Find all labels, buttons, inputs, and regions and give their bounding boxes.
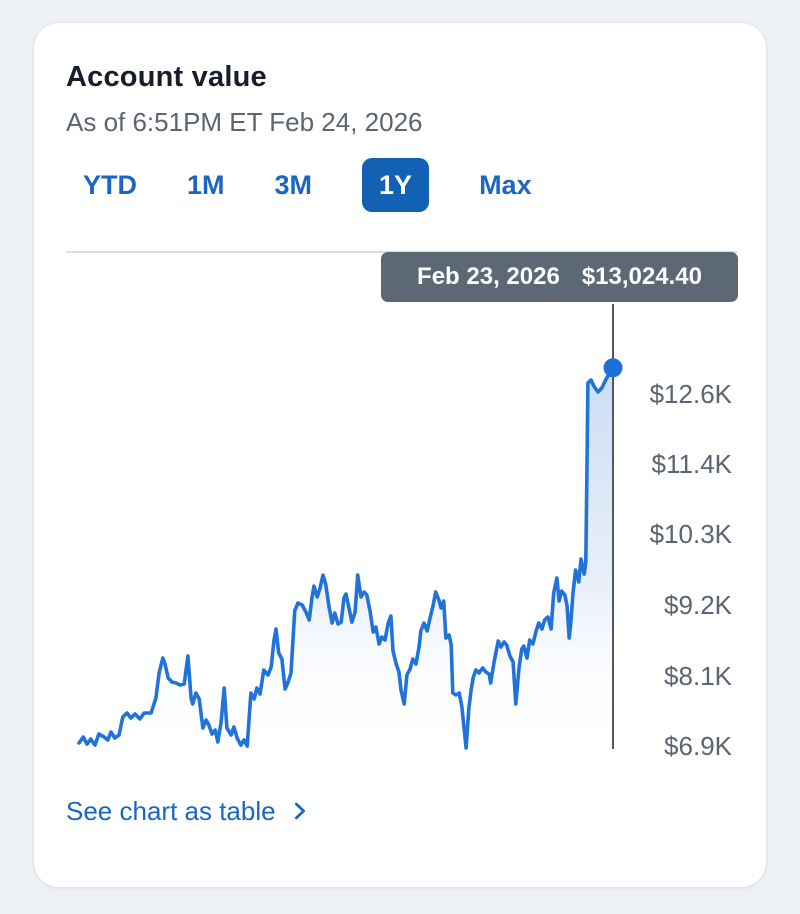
tab-ytd[interactable]: YTD — [83, 170, 137, 200]
y-axis-label-10-3k: $10.3K — [649, 519, 732, 549]
tab-1y[interactable]: 1Y — [362, 158, 430, 212]
y-axis-label-9-2k: $9.2K — [664, 590, 732, 620]
chart-tooltip: Feb 23, 2026 $13,024.40 — [381, 252, 738, 302]
tab-max[interactable]: Max — [479, 170, 532, 200]
y-axis-label-8-1k: $8.1K — [664, 661, 732, 691]
tab-1m[interactable]: 1M — [187, 170, 225, 200]
see-chart-as-table-link[interactable]: See chart as table — [66, 793, 311, 829]
see-chart-as-table-label: See chart as table — [66, 795, 276, 826]
page-title: Account value — [66, 61, 267, 93]
account-value-card: Account value As of 6:51PM ET Feb 24, 20… — [33, 22, 767, 888]
tooltip-value: $13,024.40 — [581, 263, 702, 290]
area-fill — [79, 367, 613, 750]
chevron-right-icon — [294, 802, 305, 820]
y-axis-label-6-9k: $6.9K — [664, 731, 732, 761]
end-point-dot — [603, 358, 623, 378]
y-axis-label-12-6k: $12.6K — [649, 379, 732, 409]
as-of-timestamp: As of 6:51PM ET Feb 24, 2026 — [66, 107, 423, 137]
tooltip-date: Feb 23, 2026 — [417, 263, 560, 290]
account-value-chart[interactable] — [34, 23, 768, 889]
tab-3m[interactable]: 3M — [274, 170, 313, 200]
value-line — [77, 366, 615, 750]
time-range-tabs: YTD 1M 3M 1Y Max — [83, 158, 532, 212]
y-axis-label-11-4k: $11.4K — [651, 449, 732, 479]
